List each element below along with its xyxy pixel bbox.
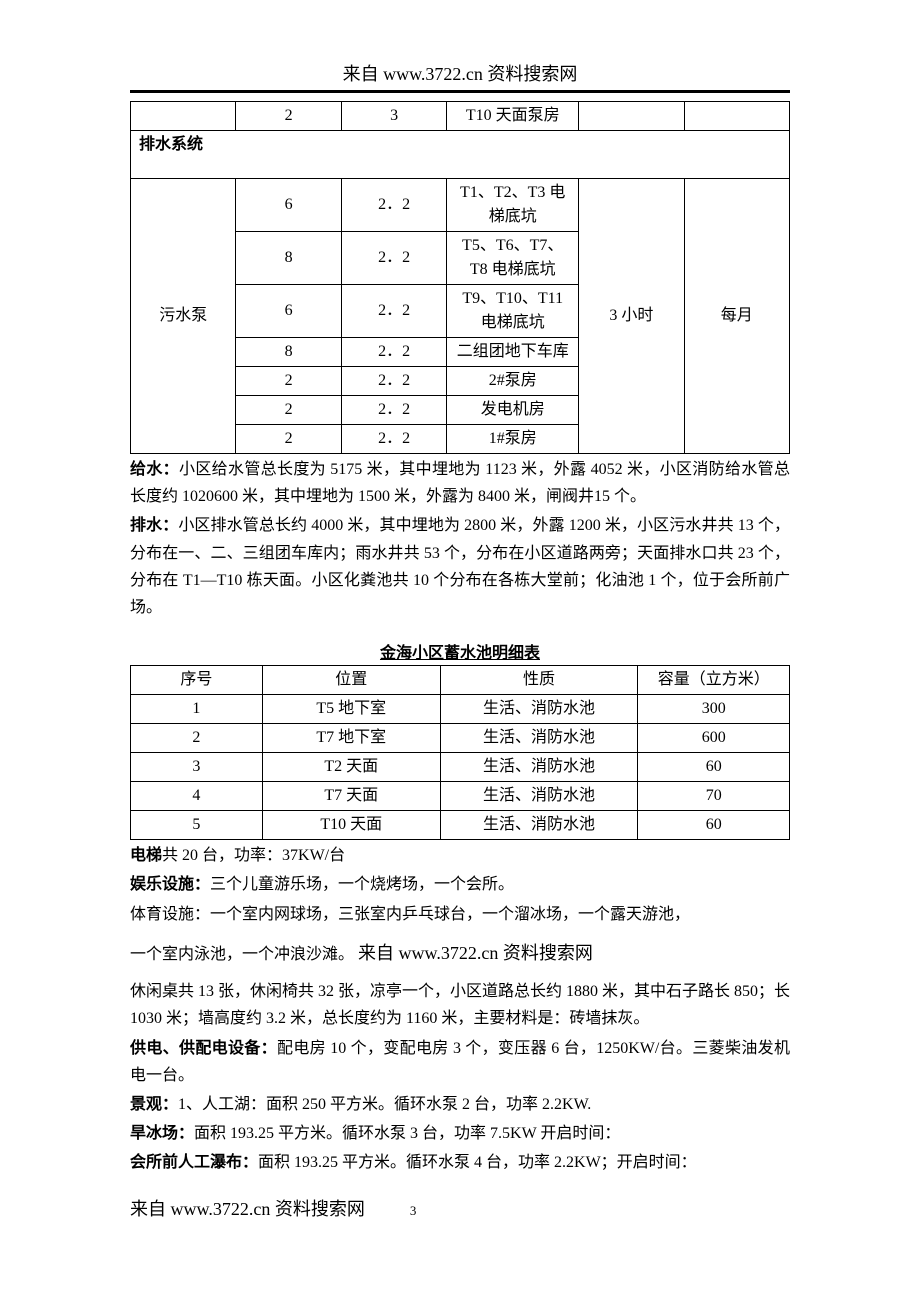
cell: 二组团地下车库 — [447, 338, 579, 367]
cell: 6 — [236, 179, 341, 232]
cell: 3 — [131, 753, 263, 782]
text: 体育设施：一个室内网球场，三张室内乒乓球台，一个溜冰场，一个露天游池， — [130, 906, 690, 923]
footer-source: 来自 www.3722.cn 资料搜索网 — [130, 1199, 365, 1219]
cell: 60 — [638, 811, 790, 840]
cell: T7 地下室 — [262, 724, 440, 753]
cell: 生活、消防水池 — [440, 782, 638, 811]
paragraph-water-supply: 给水：小区给水管总长度为 5175 米，其中埋地为 1123 米，外露 4052… — [130, 456, 790, 510]
cell: 1#泵房 — [447, 425, 579, 454]
table-reservoir: 序号 位置 性质 容量（立方米） 1 T5 地下室 生活、消防水池 300 2 … — [130, 665, 790, 840]
section-header: 排水系统 — [131, 131, 790, 179]
cell: 2．2 — [341, 285, 446, 338]
paragraph-power: 供电、供配电设备：配电房 10 个，变配电房 3 个，变压器 6 台，1250K… — [130, 1035, 790, 1089]
cell: 2．2 — [341, 396, 446, 425]
cell: 2 — [236, 425, 341, 454]
cell: 2 — [236, 102, 341, 131]
label: 电梯 — [130, 847, 162, 864]
inline-source: 来自 www.3722.cn 资料搜索网 — [358, 943, 593, 963]
cell: T1、T2、T3 电梯底坑 — [447, 179, 579, 232]
text: 1、人工湖：面积 250 平方米。循环水泵 2 台，功率 2.2KW. — [178, 1096, 591, 1113]
cell: 8 — [236, 232, 341, 285]
table-row: 排水系统 — [131, 131, 790, 179]
table-row: 5 T10 天面 生活、消防水池 60 — [131, 811, 790, 840]
cell: 发电机房 — [447, 396, 579, 425]
cell: T2 天面 — [262, 753, 440, 782]
text: 三个儿童游乐场，一个烧烤场，一个会所。 — [210, 876, 514, 893]
cell: T9、T10、T11 电梯底坑 — [447, 285, 579, 338]
cell: 2 — [236, 367, 341, 396]
col-header: 容量（立方米） — [638, 666, 790, 695]
cell: 2．2 — [341, 338, 446, 367]
cell: 生活、消防水池 — [440, 811, 638, 840]
text: 面积 193.25 平方米。循环水泵 3 台，功率 7.5KW 开启时间： — [194, 1125, 620, 1142]
cell: 600 — [638, 724, 790, 753]
paragraph-elevator: 电梯共 20 台，功率：37KW/台 — [130, 842, 790, 869]
cell: 2 — [236, 396, 341, 425]
cell: 2．2 — [341, 179, 446, 232]
cell: 每月 — [684, 179, 789, 454]
cell: T10 天面 — [262, 811, 440, 840]
col-header: 性质 — [440, 666, 638, 695]
cell: 8 — [236, 338, 341, 367]
table-header-row: 序号 位置 性质 容量（立方米） — [131, 666, 790, 695]
cell: 2#泵房 — [447, 367, 579, 396]
table2-title: 金海小区蓄水池明细表 — [130, 639, 790, 663]
cell: 生活、消防水池 — [440, 724, 638, 753]
cell: 2．2 — [341, 232, 446, 285]
cell: 70 — [638, 782, 790, 811]
table-row: 3 T2 天面 生活、消防水池 60 — [131, 753, 790, 782]
table-row: 2 3 T10 天面泵房 — [131, 102, 790, 131]
cell: 1 — [131, 695, 263, 724]
label: 娱乐设施： — [130, 876, 210, 893]
paragraph-landscape: 景观：1、人工湖：面积 250 平方米。循环水泵 2 台，功率 2.2KW. — [130, 1091, 790, 1118]
cell: T5、T6、T7、T8 电梯底坑 — [447, 232, 579, 285]
page-number: 3 — [410, 1203, 417, 1218]
text: 小区排水管总长约 4000 米，其中埋地为 2800 米，外露 1200 米，小… — [130, 517, 790, 616]
cell: 60 — [638, 753, 790, 782]
table-row: 4 T7 天面 生活、消防水池 70 — [131, 782, 790, 811]
table-drainage-system: 2 3 T10 天面泵房 排水系统 污水泵 6 2．2 T1、T2、T3 电梯底… — [130, 101, 790, 454]
cell: 3 — [341, 102, 446, 131]
text: 休闲桌共 13 张，休闲椅共 32 张，凉亭一个，小区道路总长约 1880 米，… — [130, 983, 790, 1027]
table-row: 污水泵 6 2．2 T1、T2、T3 电梯底坑 3 小时 每月 — [131, 179, 790, 232]
cell: 3 小时 — [579, 179, 684, 454]
text: 面积 193.25 平方米。循环水泵 4 台，功率 2.2KW；开启时间： — [258, 1154, 697, 1171]
cell: 5 — [131, 811, 263, 840]
table-row: 2 T7 地下室 生活、消防水池 600 — [131, 724, 790, 753]
paragraph-entertainment: 娱乐设施：三个儿童游乐场，一个烧烤场，一个会所。 — [130, 871, 790, 898]
cell: 生活、消防水池 — [440, 695, 638, 724]
cell: T5 地下室 — [262, 695, 440, 724]
header-divider — [130, 90, 790, 93]
paragraph-rink: 旱冰场：面积 193.25 平方米。循环水泵 3 台，功率 7.5KW 开启时间… — [130, 1120, 790, 1147]
table-row: 1 T5 地下室 生活、消防水池 300 — [131, 695, 790, 724]
text: 共 20 台，功率：37KW/台 — [162, 847, 345, 864]
paragraph-waterfall: 会所前人工瀑布：面积 193.25 平方米。循环水泵 4 台，功率 2.2KW；… — [130, 1149, 790, 1176]
paragraph-sports: 体育设施：一个室内网球场，三张室内乒乓球台，一个溜冰场，一个露天游池， — [130, 901, 790, 928]
label: 会所前人工瀑布： — [130, 1154, 258, 1171]
paragraph-pool: 一个室内泳池，一个冲浪沙滩。来自 www.3722.cn 资料搜索网 — [130, 938, 790, 969]
cell: T10 天面泵房 — [447, 102, 579, 131]
row-label: 污水泵 — [131, 179, 236, 454]
cell: 300 — [638, 695, 790, 724]
cell: 2 — [131, 724, 263, 753]
label: 旱冰场： — [130, 1125, 194, 1142]
page-footer: 来自 www.3722.cn 资料搜索网 3 — [130, 1195, 790, 1221]
col-header: 位置 — [262, 666, 440, 695]
label: 供电、供配电设备： — [130, 1040, 277, 1057]
cell: T7 天面 — [262, 782, 440, 811]
text: 小区给水管总长度为 5175 米，其中埋地为 1123 米，外露 4052 米，… — [130, 461, 790, 505]
cell: 生活、消防水池 — [440, 753, 638, 782]
paragraph-drainage: 排水：小区排水管总长约 4000 米，其中埋地为 2800 米，外露 1200 … — [130, 512, 790, 621]
label: 给水： — [130, 461, 179, 478]
cell: 2．2 — [341, 425, 446, 454]
text: 一个室内泳池，一个冲浪沙滩。 — [130, 946, 354, 963]
page-header-source: 来自 www.3722.cn 资料搜索网 — [130, 60, 790, 86]
label: 景观： — [130, 1096, 178, 1113]
label: 排水： — [130, 517, 178, 534]
col-header: 序号 — [131, 666, 263, 695]
cell: 6 — [236, 285, 341, 338]
cell: 4 — [131, 782, 263, 811]
cell: 2．2 — [341, 367, 446, 396]
paragraph-leisure: 休闲桌共 13 张，休闲椅共 32 张，凉亭一个，小区道路总长约 1880 米，… — [130, 978, 790, 1032]
